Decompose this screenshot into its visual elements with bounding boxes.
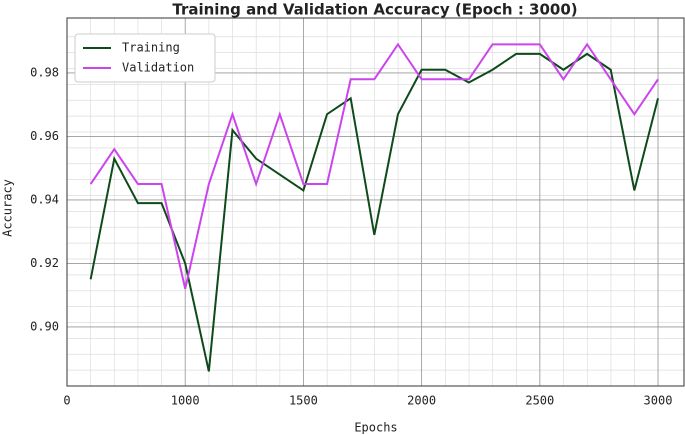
x-tick-label: 1000 <box>171 394 200 408</box>
y-axis-label: Accuracy <box>1 179 15 237</box>
y-tick-label: 0.96 <box>30 129 59 143</box>
x-tick-label: 3000 <box>644 394 673 408</box>
y-tick-label: 0.94 <box>30 192 59 206</box>
y-tick-label: 0.98 <box>30 65 59 79</box>
legend-label: Validation <box>122 61 194 75</box>
data-line <box>89 42 659 290</box>
x-tick-label: 2500 <box>525 394 554 408</box>
data-line <box>89 52 659 372</box>
chart-title: Training and Validation Accuracy (Epoch … <box>172 1 577 19</box>
y-tick-label: 0.90 <box>30 319 59 333</box>
y-tick-label: 0.92 <box>30 256 59 270</box>
x-tick-label: 1500 <box>289 394 318 408</box>
legend-label: Training <box>122 41 180 55</box>
legend-box <box>74 33 216 83</box>
x-tick-label: 0 <box>63 394 70 408</box>
x-axis-label: Epochs <box>354 421 397 435</box>
plot-frame <box>66 17 685 387</box>
x-tick-label: 2000 <box>407 394 436 408</box>
